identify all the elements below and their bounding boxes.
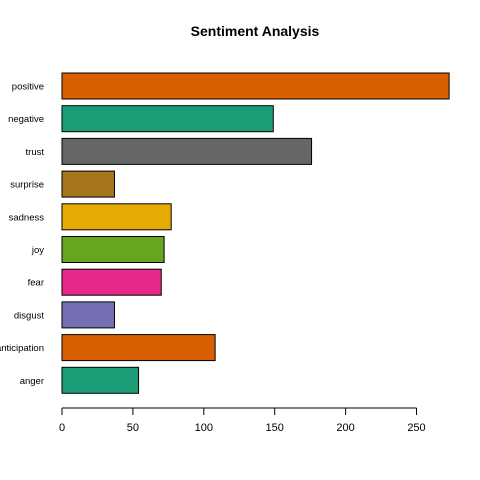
x-tick-label-0: 0 (59, 422, 65, 434)
category-label-surprise: surprise (10, 180, 44, 191)
bar-anticipation (61, 334, 216, 362)
category-label-joy: joy (31, 245, 44, 256)
category-label-disgust: disgust (14, 310, 44, 321)
bar-anger (61, 366, 140, 394)
bar-fear (61, 268, 162, 296)
category-label-positive: positive (12, 82, 44, 93)
bar-positive (61, 72, 450, 100)
category-label-anger: anger (20, 376, 44, 387)
x-tick-label-100: 100 (195, 422, 213, 434)
bar-joy (61, 236, 165, 263)
category-label-trust: trust (26, 147, 45, 158)
x-axis: 0 50 100 150 200 250 (59, 407, 426, 434)
chart-title: Sentiment Analysis (191, 23, 320, 39)
bar-disgust (61, 301, 115, 329)
x-tick-label-200: 200 (336, 422, 354, 434)
category-label-anticipation: anticipation (0, 343, 44, 354)
x-tick-label-150: 150 (266, 422, 284, 434)
category-label-sadness: sadness (9, 212, 45, 223)
bar-sadness (61, 203, 172, 231)
x-tick-label-50: 50 (127, 422, 139, 434)
x-tick-label-250: 250 (407, 422, 425, 434)
bar-negative (61, 105, 274, 133)
category-labels: positive negative trust surprise sadness joy f… (0, 82, 44, 387)
bar-trust (61, 137, 313, 165)
bars-group (61, 72, 450, 394)
bar-surprise (61, 170, 115, 198)
category-label-fear: fear (28, 278, 44, 289)
category-label-negative: negative (8, 114, 44, 125)
